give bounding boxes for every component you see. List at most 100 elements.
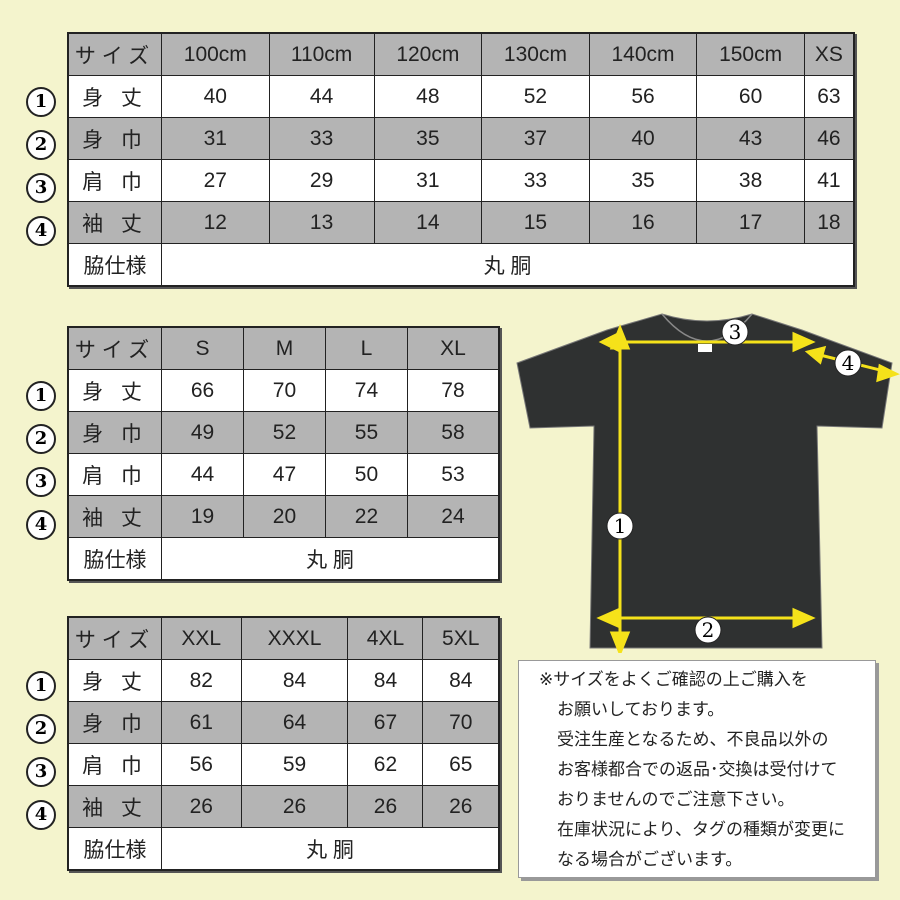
- size-header: 120cm: [373, 32, 483, 76]
- header-row: サイズ S M L XL: [67, 326, 500, 370]
- marker-1: 1: [614, 514, 627, 538]
- table-cell: 62: [347, 743, 424, 786]
- side-value: 丸 胴: [161, 537, 500, 581]
- table-cell: 31: [161, 117, 270, 160]
- table-row: 身 巾 49 52 55 58: [67, 411, 500, 454]
- table-cell: 48: [373, 75, 483, 118]
- side-row: 脇仕様丸 胴: [67, 827, 500, 871]
- size-header: M: [242, 326, 326, 370]
- size-label: サイズ: [67, 616, 162, 660]
- note-line: なる場合がございます。: [557, 850, 743, 870]
- table-cell: 56: [161, 743, 242, 786]
- table-cell: 55: [324, 411, 408, 454]
- row-number-icon: 1: [26, 381, 56, 411]
- table-cell: 15: [481, 201, 590, 244]
- size-header: XS: [803, 32, 855, 76]
- size-header: XXXL: [240, 616, 349, 660]
- table-cell: 70: [242, 369, 326, 412]
- row-label: 肩 巾: [67, 453, 162, 496]
- tag: [698, 344, 712, 352]
- table-cell: 44: [268, 75, 375, 118]
- note-line: ※サイズをよくご確認の上ご購入を: [539, 670, 808, 690]
- table-cell: 84: [240, 659, 349, 702]
- table-cell: 40: [161, 75, 270, 118]
- row-number-icon: 1: [26, 87, 56, 117]
- row-label: 身 丈: [67, 659, 162, 702]
- table-cell: 29: [268, 159, 375, 202]
- table-cell: 17: [696, 201, 805, 244]
- table-cell: 12: [161, 201, 270, 244]
- table-cell: 63: [803, 75, 855, 118]
- table-cell: 60: [696, 75, 805, 118]
- table-cell: 33: [481, 159, 590, 202]
- table-cell: 53: [406, 453, 500, 496]
- table-cell: 24: [406, 495, 500, 538]
- size-label: サイズ: [67, 326, 162, 370]
- table-row: 肩 巾 56 59 62 65: [67, 743, 500, 786]
- size-header: 5XL: [422, 616, 500, 660]
- side-row: 脇仕様丸 胴: [67, 243, 855, 287]
- table-cell: 44: [161, 453, 244, 496]
- row-number-icon: 2: [26, 714, 56, 744]
- table-cell: 35: [373, 117, 483, 160]
- marker-4: 4: [842, 351, 855, 375]
- table-cell: 41: [803, 159, 855, 202]
- table-cell: 18: [803, 201, 855, 244]
- size-header: 140cm: [588, 32, 698, 76]
- table-cell: 50: [324, 453, 408, 496]
- table-cell: 46: [803, 117, 855, 160]
- table-cell: 67: [347, 701, 424, 744]
- table-row: 身 巾 61 64 67 70: [67, 701, 500, 744]
- table-cell: 27: [161, 159, 270, 202]
- row-label: 身 丈: [67, 369, 162, 412]
- size-header: L: [324, 326, 408, 370]
- table-cell: 65: [422, 743, 500, 786]
- row-label: 袖 丈: [67, 201, 162, 244]
- row-label: 肩 巾: [67, 159, 162, 202]
- size-header: 110cm: [268, 32, 375, 76]
- header-row: サイズ XXL XXXL 4XL 5XL: [67, 616, 500, 660]
- tshirt-diagram: 1 2 3 4: [516, 313, 900, 653]
- table-cell: 59: [240, 743, 349, 786]
- size-table: サイズ 100cm 110cm 120cm 130cm 140cm 150cm XS 身 丈 40…: [67, 32, 855, 287]
- table-cell: 49: [161, 411, 244, 454]
- note-line: お願いしております。: [557, 700, 725, 720]
- row-number-icon: 3: [26, 757, 56, 787]
- table-cell: 19: [161, 495, 244, 538]
- table-cell: 43: [696, 117, 805, 160]
- row-label: 身 丈: [67, 75, 162, 118]
- header-row: サイズ 100cm 110cm 120cm 130cm 140cm 150cm XS: [67, 32, 855, 76]
- table-cell: 64: [240, 701, 349, 744]
- table-cell: 35: [588, 159, 698, 202]
- table-cell: 40: [588, 117, 698, 160]
- table-cell: 82: [161, 659, 242, 702]
- size-header: 100cm: [161, 32, 270, 76]
- table-cell: 61: [161, 701, 242, 744]
- size-header: XL: [406, 326, 500, 370]
- table-cell: 20: [242, 495, 326, 538]
- side-label: 脇仕様: [67, 243, 162, 287]
- row-number-icon: 1: [26, 671, 56, 701]
- table-row: 肩 巾 27 29 31 33 35 38 41: [67, 159, 855, 202]
- row-label: 身 巾: [67, 411, 162, 454]
- table-cell: 37: [481, 117, 590, 160]
- marker-3: 3: [729, 320, 742, 344]
- table-cell: 78: [406, 369, 500, 412]
- table-cell: 84: [347, 659, 424, 702]
- table-cell: 14: [373, 201, 483, 244]
- marker-2: 2: [702, 618, 715, 642]
- table-cell: 26: [161, 785, 242, 828]
- size-header: S: [161, 326, 244, 370]
- table-row: 身 丈 66 70 74 78: [67, 369, 500, 412]
- size-table: サイズ XXL XXXL 4XL 5XL 身 丈 82 84 84 84 身 巾 61 64 67 70 肩 …: [67, 616, 500, 871]
- table-row: 袖 丈 26 26 26 26: [67, 785, 500, 828]
- table-cell: 74: [324, 369, 408, 412]
- size-note: ※サイズをよくご確認の上ご購入を お願いしております。 受注生産となるため、不良…: [518, 660, 876, 878]
- row-label: 袖 丈: [67, 495, 162, 538]
- table-cell: 47: [242, 453, 326, 496]
- note-line: お客様都合での返品･交換は受付けて: [557, 760, 838, 780]
- table-cell: 56: [588, 75, 698, 118]
- side-row: 脇仕様丸 胴: [67, 537, 500, 581]
- side-label: 脇仕様: [67, 827, 162, 871]
- row-number-icon: 2: [26, 424, 56, 454]
